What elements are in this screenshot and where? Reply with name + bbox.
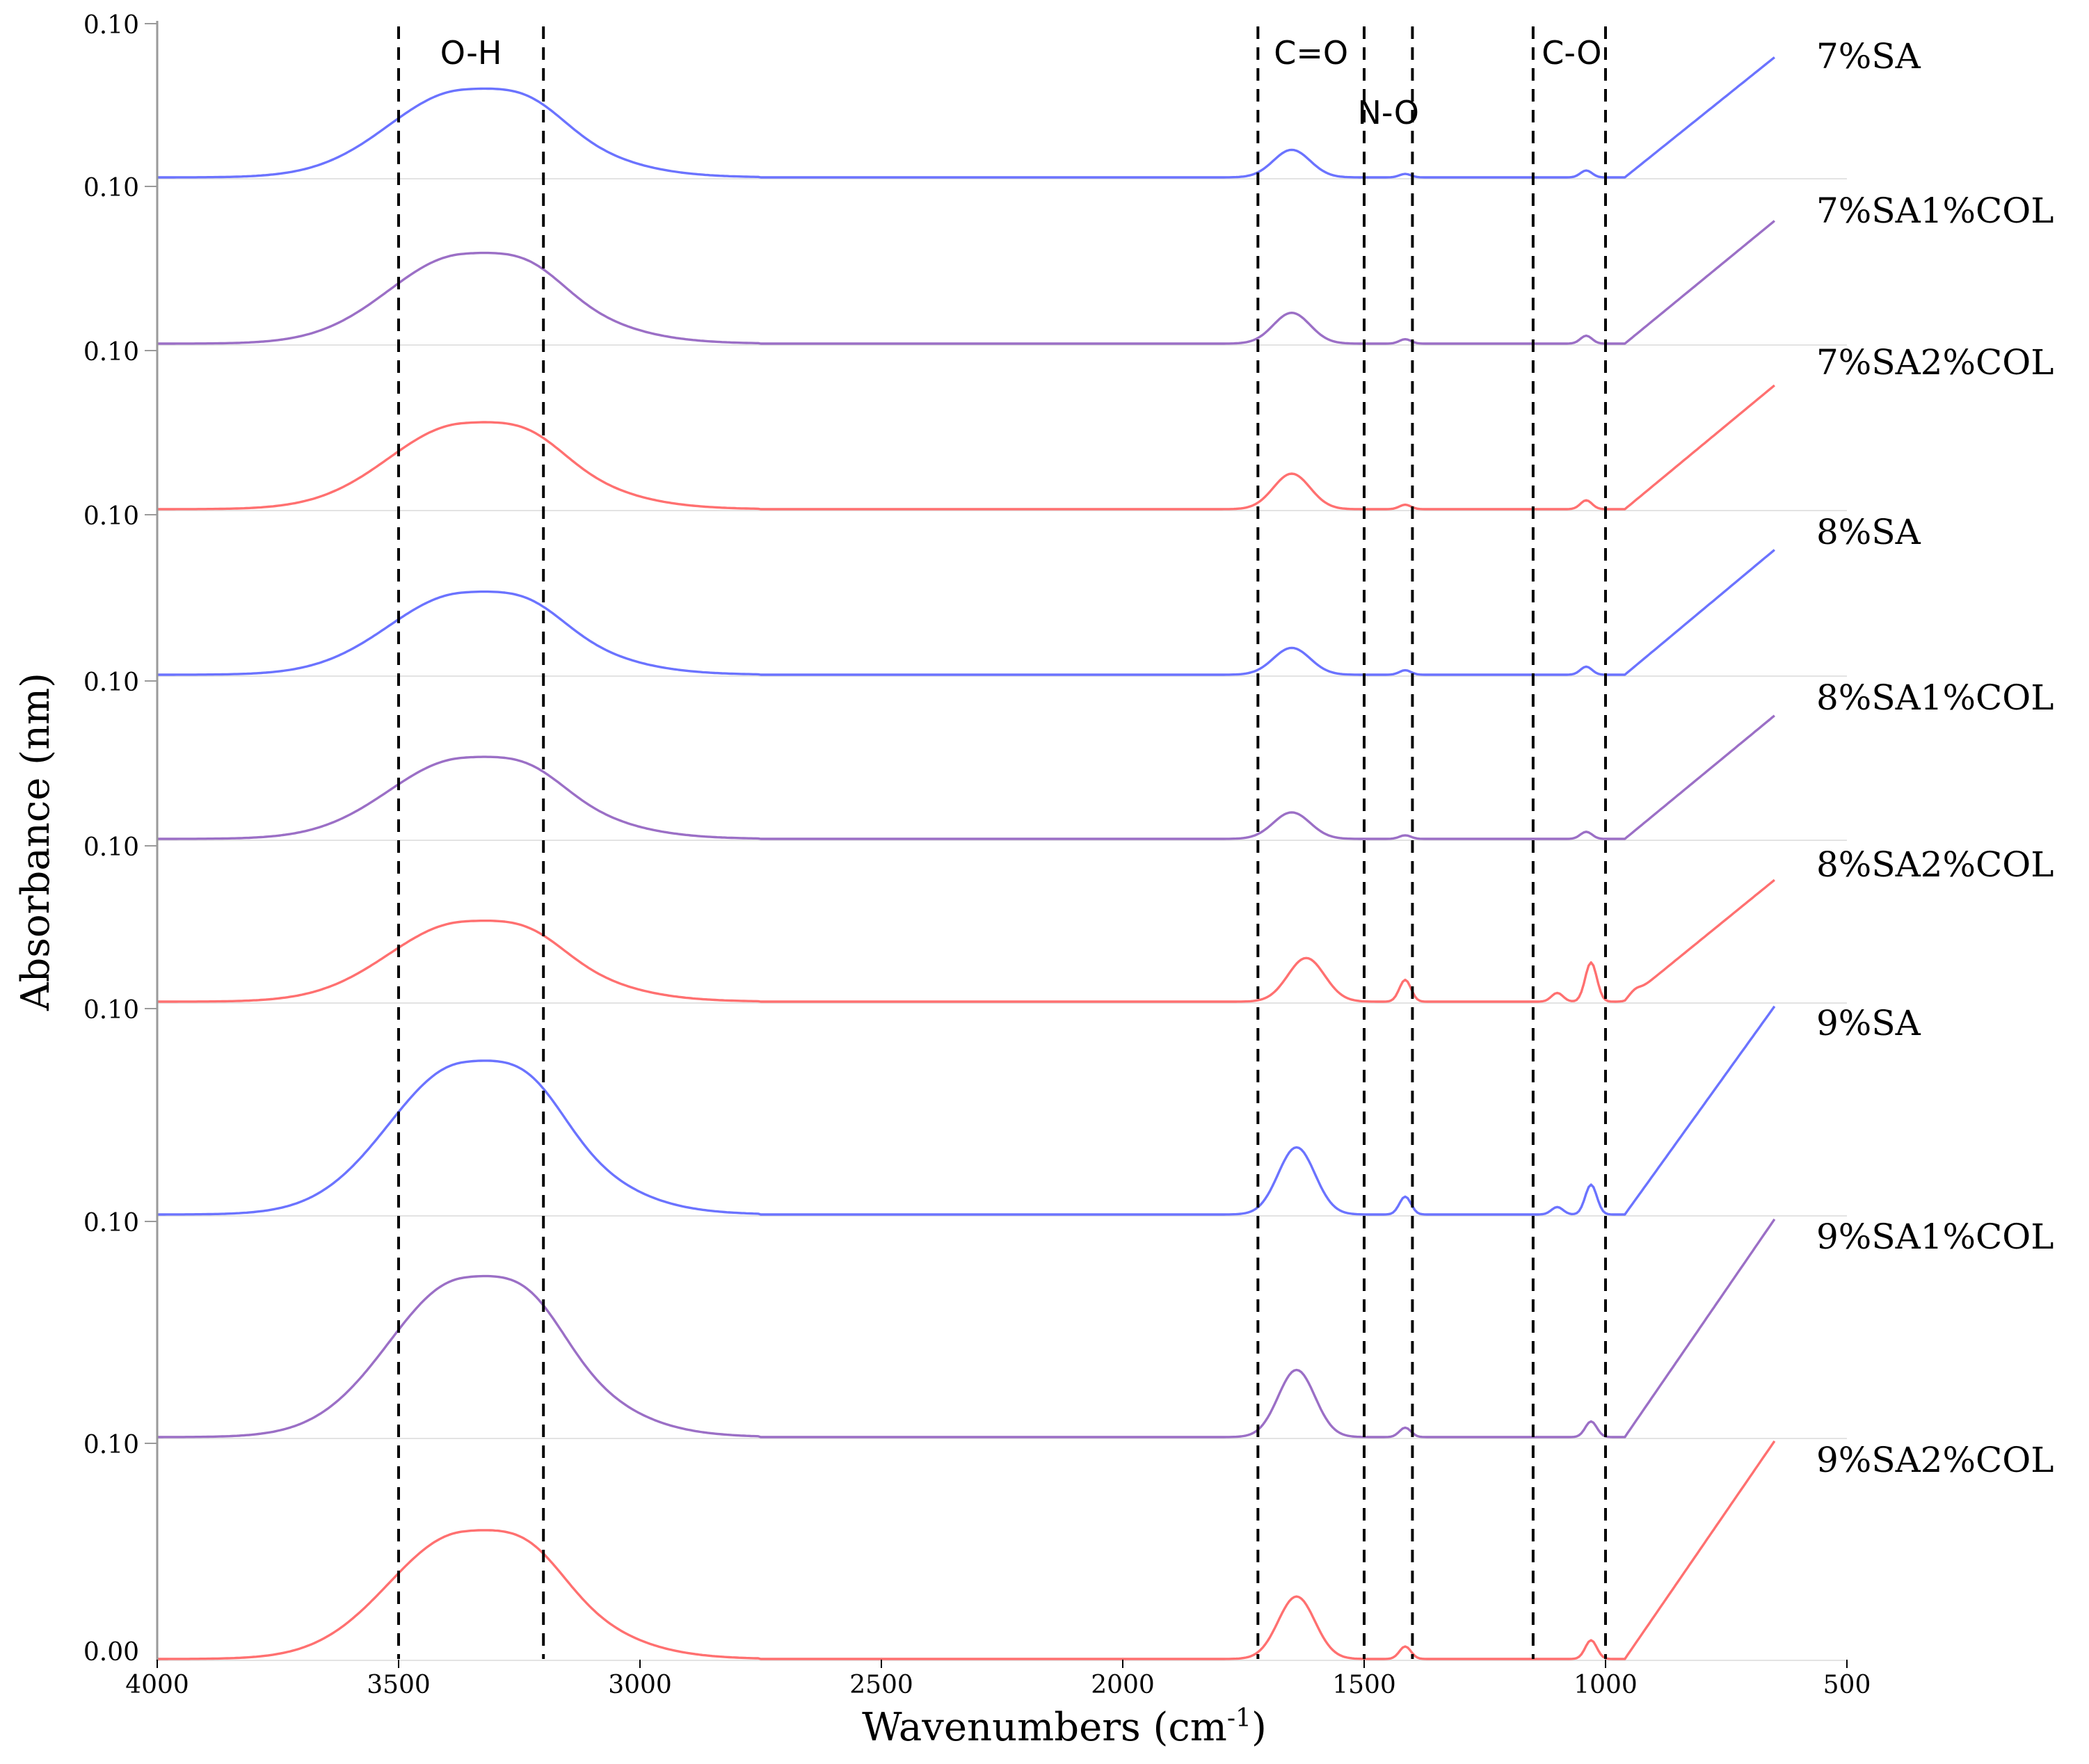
x-tick-label: 4000 [125, 1671, 189, 1699]
series-label-8%SA: 8%SA [1816, 512, 1921, 552]
spectrum-7%SA [157, 56, 1775, 179]
series-label-7%SA1%COL: 7%SA1%COL [1816, 191, 2054, 231]
series-labels: 7%SA 7%SA1%COL 7%SA2%COL 8%SA 8%SA1%COL 8%SA2… [1816, 36, 2054, 1480]
spectrum-9%SA2%COL [157, 1440, 1776, 1660]
x-tick-label: 1500 [1332, 1671, 1396, 1699]
axis-ticks: 0.10 0.10 0.10 0.10 0.10 0.10 0.10 0.10 0.10 0.00… [83, 11, 1871, 1699]
series-label-7%SA: 7%SA [1816, 36, 1921, 77]
series-label-7%SA2%COL: 7%SA2%COL [1816, 342, 2054, 383]
y-tick-label: 0.10 [83, 1209, 139, 1237]
spectrum-9%SA1%COL [157, 1218, 1776, 1438]
spectrum-7%SA1%COL [157, 220, 1775, 345]
y-tick-label: 0.10 [83, 11, 139, 40]
series-label-9%SA: 9%SA [1816, 1003, 1921, 1043]
x-tick-label: 3000 [608, 1671, 672, 1699]
band-label-C-O: C-O [1542, 34, 1601, 72]
x-axis-title-suffix: ) [1251, 1705, 1267, 1750]
y-tick-label: 0.10 [83, 174, 139, 202]
y-tick-label: 0.10 [83, 833, 139, 862]
x-tick-label: 500 [1823, 1671, 1871, 1699]
x-tick-label: 2000 [1091, 1671, 1155, 1699]
x-axis-title-superscript: -1 [1227, 1704, 1251, 1733]
spectrum-8%SA1%COL [157, 714, 1775, 840]
spectra [157, 56, 1776, 1660]
spectrum-9%SA [157, 1005, 1776, 1216]
y-tick-label: 0.10 [83, 668, 139, 697]
x-tick-label: 1000 [1574, 1671, 1638, 1699]
spectrum-8%SA2%COL [157, 879, 1775, 1003]
series-label-8%SA2%COL: 8%SA2%COL [1816, 844, 2054, 885]
baseline-rules [157, 178, 1847, 1661]
y-axis-title: Absorbance (nm) [13, 673, 58, 1011]
band-label-O-H: O-H [440, 34, 502, 72]
band-markers: O-H C=ON-O C-O [397, 26, 1607, 1659]
y-tick-label: 0.10 [83, 502, 139, 531]
spectrum-7%SA2%COL [157, 384, 1775, 511]
x-axis-title: Wavenumbers (cm-1) [862, 1704, 1267, 1750]
spectrum-8%SA [157, 549, 1775, 676]
x-tick-label: 3500 [367, 1671, 431, 1699]
series-label-9%SA2%COL: 9%SA2%COL [1816, 1440, 2054, 1480]
y-tick-label: 0.10 [83, 996, 139, 1025]
y-tick-label: 0.10 [83, 338, 139, 367]
x-tick-label: 2500 [849, 1671, 913, 1699]
band-label-N-O: N-O [1357, 94, 1419, 131]
series-label-8%SA1%COL: 8%SA1%COL [1816, 677, 2054, 718]
x-axis-title-main: Wavenumbers (cm [862, 1705, 1227, 1750]
y-tick-label: 0.10 [83, 1431, 139, 1459]
band-label-C=O: C=O [1274, 34, 1348, 72]
y-tick-label-zero: 0.00 [83, 1638, 139, 1667]
series-label-9%SA1%COL: 9%SA1%COL [1816, 1217, 2054, 1257]
